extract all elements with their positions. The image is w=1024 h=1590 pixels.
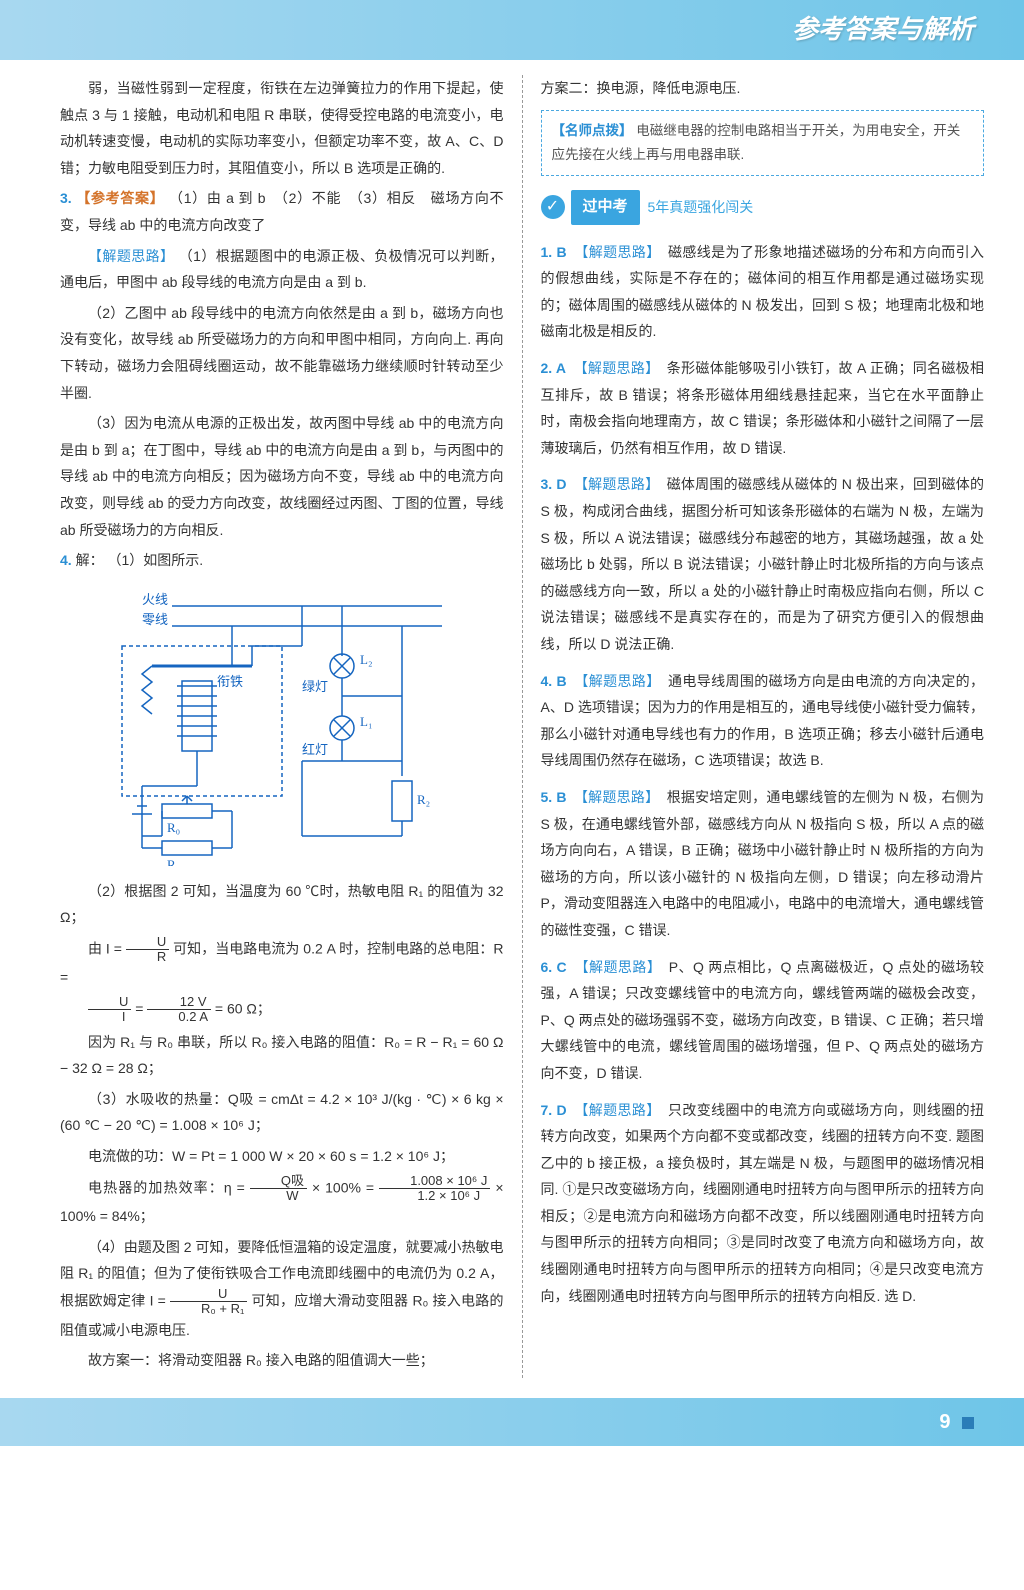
frac-UI-val: 12 V0.2 A — [147, 995, 211, 1025]
label-L1: L₁ — [360, 714, 372, 729]
q3-ans-label: 【参考答案】 — [76, 190, 164, 206]
item-text: 磁体周围的磁感线从磁体的 N 极出来，回到磁体的 S 极，构成闭合曲线，据图分析… — [541, 476, 985, 652]
left-column: 弱，当磁性弱到一定程度，衔铁在左边弹簧拉力的作用下提起，使触点 3 与 1 接触… — [60, 75, 522, 1378]
q4-head: 4. 解： （1）如图所示. — [60, 547, 504, 574]
q4-2b-pre: 由 I = — [88, 940, 122, 956]
item-sol-label: 【解题思路】 — [582, 959, 655, 975]
item-num: 6. C — [541, 959, 567, 975]
q3-sol3: （3）因为电流从电源的正极出发，故丙图中导线 ab 中的电流方向是由 b 到 a… — [60, 410, 504, 543]
tip-label: 【名师点拨】 — [552, 123, 633, 138]
label-lingxian: 零线 — [142, 612, 168, 627]
item-num: 2. A — [541, 360, 566, 376]
q4-2c: UI = 12 V0.2 A = 60 Ω； — [60, 995, 504, 1025]
item-num: 5. B — [541, 789, 567, 805]
label-R1: R₁ — [167, 857, 180, 866]
content-area: 弱，当磁性弱到一定程度，衔铁在左边弹簧拉力的作用下提起，使触点 3 与 1 接触… — [0, 60, 1024, 1398]
page-num-box-icon — [962, 1417, 974, 1429]
page-header: 参考答案与解析 — [0, 0, 1024, 60]
page: 参考答案与解析 弱，当磁性弱到一定程度，衔铁在左边弹簧拉力的作用下提起，使触点 … — [0, 0, 1024, 1446]
item-num: 4. B — [541, 673, 567, 689]
q4-3c-pre: 电热器的加热效率：η = — [88, 1179, 245, 1195]
frac-UR: UR — [126, 935, 169, 965]
teacher-tip-box: 【名师点拨】 电磁继电器的控制电路相当于开关，为用电安全，开关应先接在火线上再与… — [541, 110, 985, 177]
exam-item: 2. A 【解题思路】 条形磁体能够吸引小铁钉，故 A 正确；同名磁极相互排斥，… — [541, 355, 985, 461]
q4-4c: 故方案一：将滑动变阻器 R₀ 接入电路的阻值调大一些； — [60, 1347, 504, 1374]
q4-4a: （4）由题及图 2 可知，要降低恒温箱的设定温度，就要减小热敏电阻 R₁ 的阻值… — [60, 1234, 504, 1343]
page-number-text: 9 — [939, 1411, 950, 1433]
frac-ohm: UR₀ + R₁ — [170, 1287, 247, 1317]
label-huoxian: 火线 — [142, 592, 168, 607]
section-bar: ✓ 过中考 5年真题强化闯关 — [541, 190, 985, 225]
q3-answer: 3. 【参考答案】 （1）由 a 到 b （2）不能 （3）相反 磁场方向不变，… — [60, 185, 504, 238]
right-column: 方案二：换电源，降低电源电压. 【名师点拨】 电磁继电器的控制电路相当于开关，为… — [523, 75, 985, 1378]
header-title: 参考答案与解析 — [792, 5, 974, 54]
left-p1: 弱，当磁性弱到一定程度，衔铁在左边弹簧拉力的作用下提起，使触点 3 与 1 接触… — [60, 75, 504, 181]
label-L2: L₂ — [360, 652, 372, 667]
section-sub: 5年真题强化闯关 — [648, 194, 754, 221]
q4-2a: （2）根据图 2 可知，当温度为 60 ℃时，热敏电阻 R₁ 的阻值为 32 Ω… — [60, 878, 504, 931]
q4-1: （1）如图所示. — [107, 552, 203, 568]
check-icon: ✓ — [541, 195, 565, 219]
q4-2d: 因为 R₁ 与 R₀ 串联，所以 R₀ 接入电路的阻值：R₀ = R − R₁ … — [60, 1029, 504, 1082]
q3-sol1: 【解题思路】 （1）根据题图中的电源正极、负极情况可以判断，通电后，甲图中 ab… — [60, 243, 504, 296]
exam-items: 1. B 【解题思路】 磁感线是为了形象地描述磁场的分布和方向而引入的假想曲线，… — [541, 239, 985, 1310]
q4-num: 4. — [60, 552, 72, 568]
item-sol-label: 【解题思路】 — [581, 789, 653, 805]
item-num: 7. D — [541, 1102, 567, 1118]
label-R0: R₀ — [167, 820, 180, 835]
exam-item: 4. B 【解题思路】 通电导线周围的磁场方向是由电流的方向决定的，A、D 选项… — [541, 668, 985, 774]
item-num: 3. D — [541, 476, 567, 492]
q4-3b: 电流做的功：W = Pt = 1 000 W × 20 × 60 s = 1.2… — [60, 1143, 504, 1170]
exam-item: 6. C 【解题思路】 P、Q 两点相比，Q 点离磁极近，Q 点处的磁场较强，A… — [541, 954, 985, 1087]
q4-2c-txt: = 60 Ω； — [215, 1001, 271, 1017]
q4-3a: （3）水吸收的热量：Q吸 = cmΔt = 4.2 × 10³ J/(kg · … — [60, 1086, 504, 1139]
frac-QW: Q吸W — [250, 1174, 307, 1204]
circuit-diagram: 火线 零线 衔铁 L₂ 绿灯 L₁ 红灯 R₀ R₁ R₂ — [60, 586, 504, 866]
item-sol-label: 【解题思路】 — [581, 244, 653, 260]
q4-3d: × 100% = — [312, 1179, 374, 1195]
item-sol-label: 【解题思路】 — [581, 673, 653, 689]
frac-UI: UI — [88, 995, 131, 1025]
q3-sol2: （2）乙图中 ab 段导线中的电流方向依然是由 a 到 b，磁场方向也没有变化，… — [60, 300, 504, 406]
q3-sol-label: 【解题思路】 — [88, 248, 174, 264]
q4-label: 解： — [76, 552, 104, 568]
item-sol-label: 【解题思路】 — [581, 476, 653, 492]
item-text: 只改变线圈中的电流方向或磁场方向，则线圈的扭转方向改变，如果两个方向都不变或都改… — [541, 1102, 985, 1304]
page-number: 9 — [939, 1403, 974, 1441]
frac-QW-val: 1.008 × 10⁶ J1.2 × 10⁶ J — [379, 1174, 490, 1204]
item-num: 1. B — [541, 244, 567, 260]
exam-item: 3. D 【解题思路】 磁体周围的磁感线从磁体的 N 极出来，回到磁体的 S 极… — [541, 471, 985, 657]
right-p0: 方案二：换电源，降低电源电压. — [541, 75, 985, 102]
item-sol-label: 【解题思路】 — [581, 360, 653, 376]
label-lvdeng: 绿灯 — [302, 679, 328, 694]
label-xiantie: 衔铁 — [217, 674, 243, 689]
exam-item: 5. B 【解题思路】 根据安培定则，通电螺线管的左侧为 N 极，右侧为 S 极… — [541, 784, 985, 944]
page-footer: 9 — [0, 1398, 1024, 1446]
exam-item: 7. D 【解题思路】 只改变线圈中的电流方向或磁场方向，则线圈的扭转方向改变，… — [541, 1097, 985, 1310]
label-R2: R₂ — [417, 792, 430, 807]
section-title: 过中考 — [571, 190, 640, 225]
label-hongdeng: 红灯 — [302, 742, 328, 757]
q4-3c: 电热器的加热效率：η = Q吸W × 100% = 1.008 × 10⁶ J1… — [60, 1174, 504, 1230]
item-sol-label: 【解题思路】 — [581, 1102, 653, 1118]
item-text: 根据安培定则，通电螺线管的左侧为 N 极，右侧为 S 极，在通电螺线管外部，磁感… — [541, 789, 985, 938]
exam-item: 1. B 【解题思路】 磁感线是为了形象地描述磁场的分布和方向而引入的假想曲线，… — [541, 239, 985, 345]
q3-num: 3. — [60, 190, 72, 206]
item-text: P、Q 两点相比，Q 点离磁极近，Q 点处的磁场较强，A 错误；只改变螺线管中的… — [541, 959, 985, 1081]
q4-2b: 由 I = UR 可知，当电路电流为 0.2 A 时，控制电路的总电阻：R = — [60, 935, 504, 991]
